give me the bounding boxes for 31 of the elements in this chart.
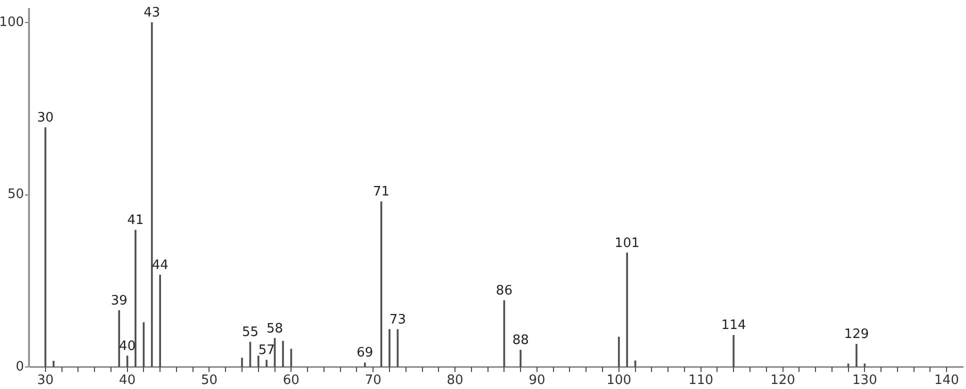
annotation: 43 [144,5,160,20]
x-tick-label: 60 [282,373,300,388]
annotation: 129 [844,327,869,342]
annotation: 57 [258,342,275,358]
x-tick-label: 130 [852,373,878,388]
annotation: 55 [242,325,258,340]
x-tick-label: 40 [119,373,136,388]
annotation: 88 [512,333,529,348]
annotation: 86 [496,283,512,298]
annotation: 30 [37,110,54,126]
y-tick-label: 100 [0,14,24,30]
y-tick-label: 0 [16,359,24,374]
annotation: 73 [389,312,406,328]
annotation: 69 [356,346,374,361]
annotation: 41 [127,213,144,228]
x-tick-label: 80 [446,373,464,388]
annotation: 39 [110,293,128,308]
annotation: 71 [373,184,390,200]
annotation: 58 [266,321,284,336]
x-tick-label: 50 [200,373,218,388]
x-tick-label: 30 [37,373,54,388]
x-tick-label: 100 [606,373,632,388]
x-tick-label: 90 [528,373,546,388]
x-tick-label: 140 [934,373,960,388]
annotation: 101 [614,236,640,251]
annotation: 114 [721,318,746,334]
y-tick-label: 50 [7,187,24,202]
x-tick-label: 120 [770,373,796,388]
x-tick-label: 110 [688,373,714,388]
x-tick-label: 70 [364,373,382,388]
annotation: 44 [152,258,168,273]
